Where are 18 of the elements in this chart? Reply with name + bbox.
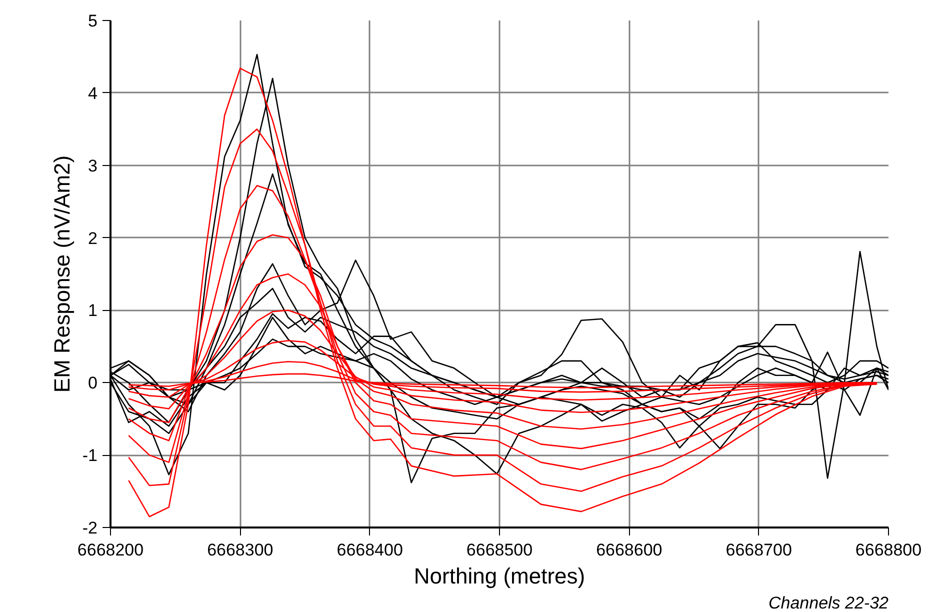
- y-tick-label: -1: [82, 446, 98, 466]
- x-tick-label: 6668400: [336, 540, 403, 560]
- y-tick-label: 5: [88, 12, 98, 30]
- x-tick-label: 6668300: [207, 540, 274, 560]
- x-tick-label: 6668700: [726, 540, 792, 560]
- x-tick-label: 6668500: [466, 540, 533, 560]
- y-tick-label: 0: [88, 374, 98, 393]
- text: Channels 22-32: [768, 594, 890, 612]
- y-tick-label: 4: [88, 84, 98, 103]
- y-tick-label: -2: [82, 518, 98, 538]
- y-tick-label: 1: [88, 301, 98, 320]
- y-axis-title: EM Response (nV/Am2): [49, 155, 74, 393]
- x-tick-label: 6668800: [855, 540, 922, 560]
- x-axis-title: Northing (metres): [414, 564, 586, 588]
- y-tick-label: 2: [88, 228, 98, 248]
- x-tick-label: 6668200: [77, 540, 144, 560]
- x-tick-label: 6668600: [596, 540, 662, 560]
- y-tick-label: 3: [88, 156, 98, 176]
